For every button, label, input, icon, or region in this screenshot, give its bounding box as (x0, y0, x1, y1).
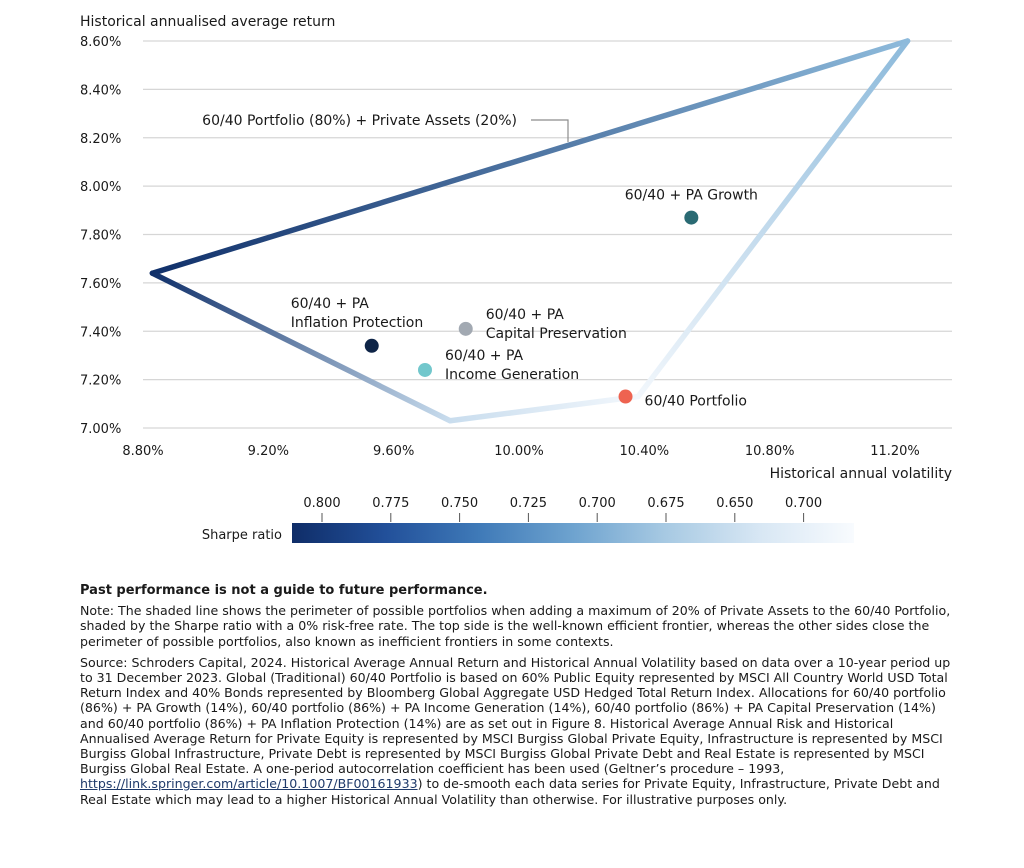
y-tick-label: 7.40% (80, 325, 121, 340)
data-point-label-line: Income Generation (445, 367, 579, 383)
y-axis-title: Historical annualised average return (80, 14, 335, 30)
callout-leader-line (531, 119, 569, 142)
frontier-line (149, 38, 911, 424)
y-tick-label: 8.00% (80, 180, 121, 195)
frontier-chart: Historical annualised average return 8.6… (80, 14, 952, 543)
data-point (684, 210, 699, 225)
frontier-segment (635, 38, 911, 400)
x-axis-title: Historical annual volatility (770, 466, 952, 482)
y-axis-ticks: 8.60% 8.40% 8.20% 8.00% 7.80% 7.60% 7.40% 7.20%… (80, 35, 121, 437)
y-tick-label: 7.20% (80, 374, 121, 389)
data-point-label: 60/40 Portfolio (645, 394, 747, 410)
x-tick-label: 8.80% (122, 444, 163, 459)
y-tick-label: 7.80% (80, 229, 121, 244)
colorbar-bar (292, 523, 854, 543)
colorbar-title: Sharpe ratio (202, 528, 282, 543)
data-point-label: 60/40 + PA Capital Preservation (486, 307, 627, 342)
source-text: Source: Schroders Capital, 2024. Histori… (80, 655, 960, 807)
disclaimer: Past performance is not a guide to futur… (80, 583, 488, 598)
source-link[interactable]: https://link.springer.com/article/10.100… (80, 776, 418, 792)
y-tick-label: 7.60% (80, 277, 121, 292)
frontier-label: 60/40 Portfolio (80%) + Private Assets (… (202, 113, 517, 129)
colorbar-tick-label: 0.700 (785, 496, 822, 511)
data-point (364, 338, 379, 353)
x-tick-label: 9.60% (373, 444, 414, 459)
data-point (458, 321, 473, 336)
frontier-callout: 60/40 Portfolio (80%) + Private Assets (… (202, 113, 569, 142)
data-point-label-line: 60/40 + PA (486, 307, 565, 323)
data-point-label: 60/40 + PA Inflation Protection (291, 296, 424, 331)
data-point (418, 362, 432, 377)
x-tick-label: 10.00% (494, 444, 544, 459)
frontier-segment (149, 38, 911, 276)
colorbar-tick-label: 0.775 (372, 496, 409, 511)
chart-notes: Past performance is not a guide to futur… (80, 583, 960, 813)
data-point-label: 60/40 + PA Income Generation (445, 348, 579, 383)
y-tick-label: 8.20% (80, 132, 121, 147)
data-point-label-line: Inflation Protection (291, 315, 424, 331)
x-tick-label: 10.40% (620, 444, 670, 459)
data-point-label-line: 60/40 + PA Growth (625, 188, 758, 204)
frontier-segment (149, 270, 453, 424)
colorbar-tick-label: 0.675 (647, 496, 684, 511)
source-text-part1: Source: Schroders Capital, 2024. Histori… (80, 654, 951, 777)
data-point-label-line: 60/40 Portfolio (645, 394, 747, 410)
x-tick-label: 9.20% (248, 444, 289, 459)
sharpe-colorbar: Sharpe ratio 0.800 0.775 0.750 0.725 0.700 0.… (202, 496, 854, 543)
colorbar-tick-label: 0.800 (303, 496, 340, 511)
x-tick-label: 11.20% (870, 444, 920, 459)
x-axis-ticks: 8.80% 9.20% 9.60% 10.00% 10.40% 10.80% 11.20% (122, 444, 919, 459)
colorbar-tick-label: 0.750 (441, 496, 478, 511)
colorbar-tick-label: 0.725 (510, 496, 547, 511)
data-point-label: 60/40 + PA Growth (625, 188, 758, 204)
data-point-label-line: 60/40 + PA (291, 296, 370, 312)
y-tick-label: 8.60% (80, 35, 121, 50)
y-tick-label: 8.40% (80, 83, 121, 98)
data-point-label-line: 60/40 + PA (445, 348, 524, 364)
y-tick-label: 7.00% (80, 422, 121, 437)
note-text: Note: The shaded line shows the perimete… (80, 603, 951, 649)
colorbar-tick-label: 0.650 (716, 496, 753, 511)
colorbar-ticks: 0.800 0.775 0.750 0.725 0.700 0.675 0.650 0.700 (303, 496, 822, 522)
source-text-part2: ) to de-smooth each data series for Priv… (80, 776, 940, 807)
data-point (618, 389, 633, 404)
data-point-label-line: Capital Preservation (486, 326, 627, 342)
frontier-segment (447, 393, 641, 424)
colorbar-tick-label: 0.700 (579, 496, 616, 511)
x-tick-label: 10.80% (745, 444, 795, 459)
portfolio-points: 60/40 + PA Growth 60/40 + PA Inflation Pro… (291, 188, 758, 410)
